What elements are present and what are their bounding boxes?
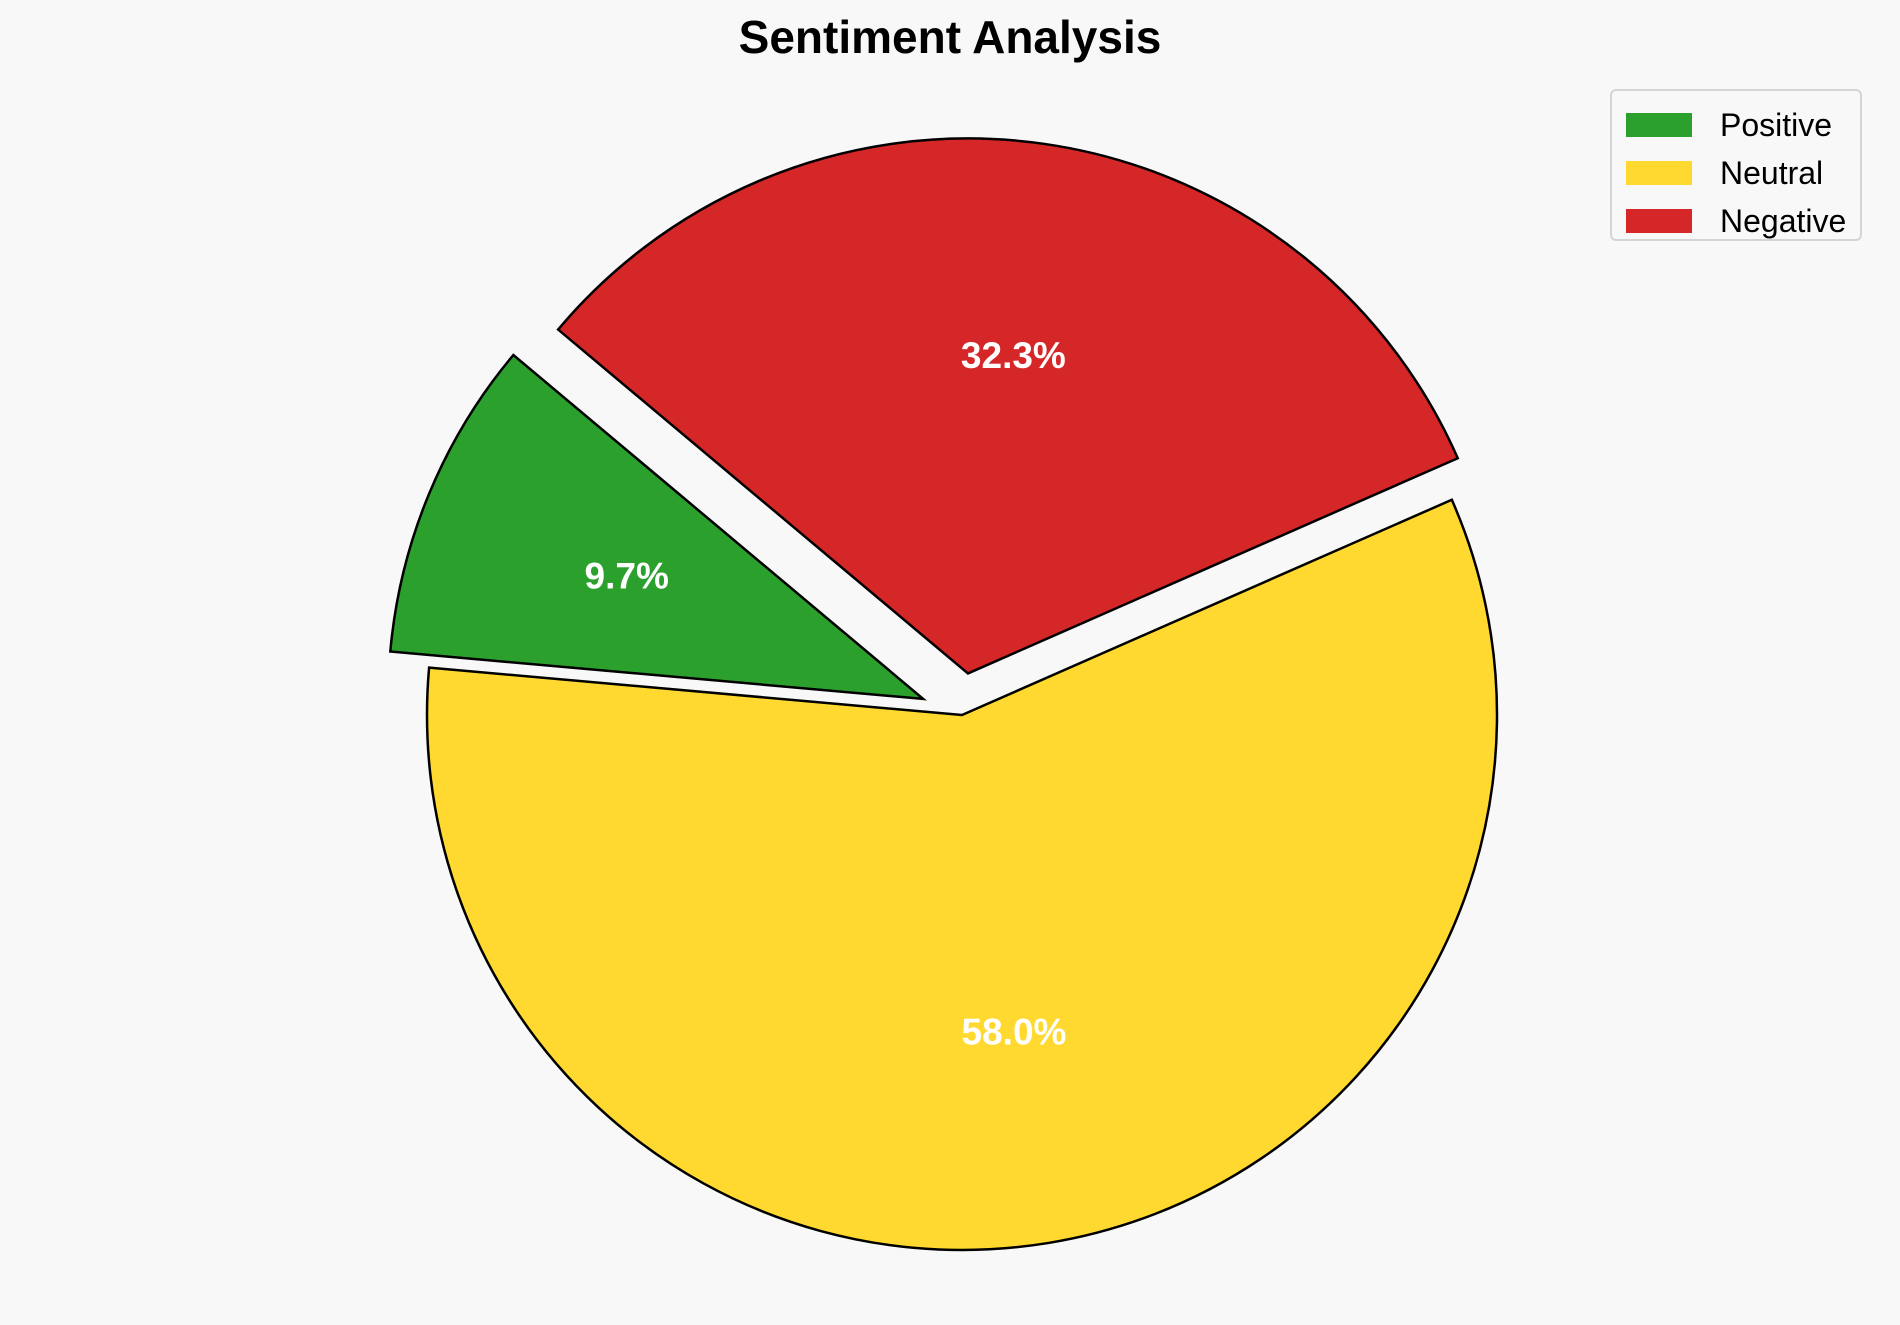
legend-swatch-positive [1626, 113, 1692, 137]
legend-label-neutral: Neutral [1720, 154, 1824, 191]
pie-slice-positive [388, 353, 928, 701]
pie-slice-negative [556, 137, 1460, 675]
legend: Positive Neutral Negative [1610, 89, 1862, 241]
legend-item-negative: Negative [1626, 197, 1860, 245]
slice-label-positive: 9.7% [585, 555, 669, 596]
legend-label-positive: Positive [1720, 106, 1833, 143]
legend-swatch-neutral [1626, 161, 1692, 185]
legend-label-negative: Negative [1720, 202, 1847, 239]
slice-label-neutral: 58.0% [962, 1011, 1067, 1052]
legend-item-neutral: Neutral [1626, 149, 1860, 197]
legend-swatch-negative [1626, 209, 1692, 233]
legend-item-positive: Positive [1626, 101, 1860, 149]
slice-label-negative: 32.3% [961, 335, 1066, 376]
pie-slice-neutral [425, 498, 1499, 1252]
chart-title: Sentiment Analysis [738, 11, 1162, 63]
